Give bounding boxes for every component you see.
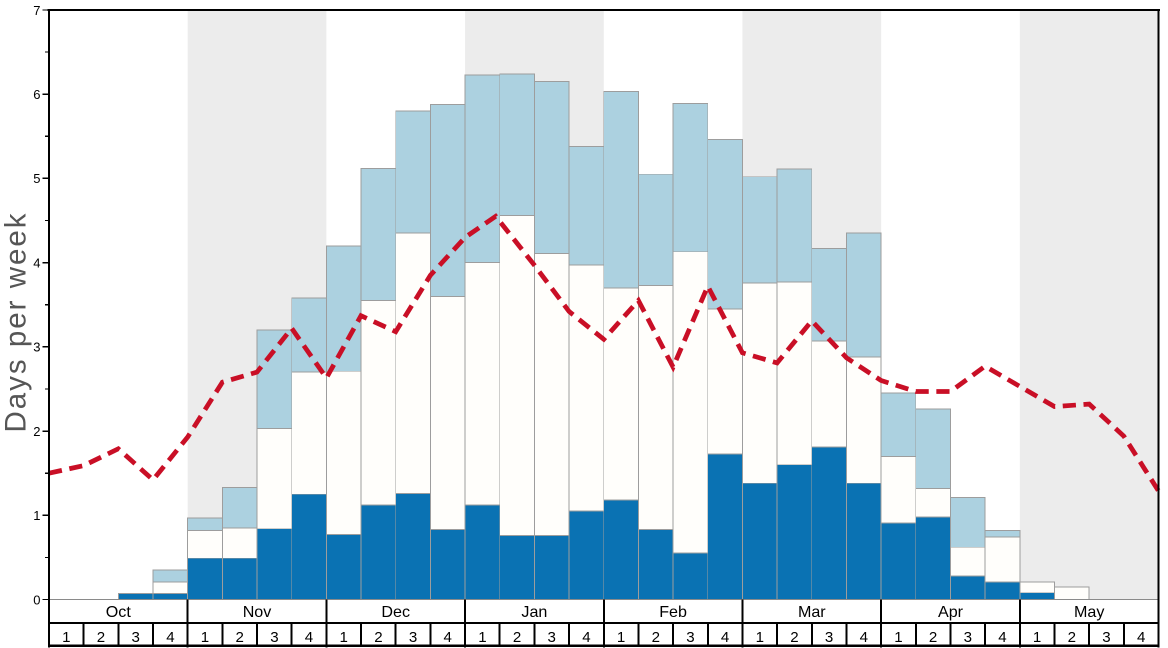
svg-text:2: 2 bbox=[929, 629, 937, 646]
svg-text:3: 3 bbox=[686, 629, 694, 646]
svg-text:Feb: Feb bbox=[659, 603, 687, 621]
svg-text:4: 4 bbox=[443, 629, 451, 646]
svg-text:Nov: Nov bbox=[243, 603, 272, 621]
svg-text:3: 3 bbox=[547, 629, 555, 646]
svg-text:3: 3 bbox=[1102, 629, 1110, 646]
svg-text:1: 1 bbox=[617, 629, 625, 646]
svg-text:2: 2 bbox=[513, 629, 521, 646]
svg-text:1: 1 bbox=[339, 629, 347, 646]
svg-text:1: 1 bbox=[33, 508, 40, 523]
svg-text:4: 4 bbox=[166, 629, 174, 646]
svg-text:5: 5 bbox=[33, 171, 40, 186]
svg-text:1: 1 bbox=[756, 629, 764, 646]
svg-text:3: 3 bbox=[270, 629, 278, 646]
svg-text:Jan: Jan bbox=[521, 603, 547, 621]
svg-text:May: May bbox=[1074, 603, 1105, 621]
svg-text:2: 2 bbox=[97, 629, 105, 646]
svg-text:4: 4 bbox=[860, 629, 868, 646]
svg-text:2: 2 bbox=[374, 629, 382, 646]
svg-text:2: 2 bbox=[33, 424, 40, 439]
svg-text:2: 2 bbox=[235, 629, 243, 646]
svg-text:3: 3 bbox=[825, 629, 833, 646]
svg-text:2: 2 bbox=[1068, 629, 1076, 646]
svg-text:2: 2 bbox=[790, 629, 798, 646]
svg-text:Dec: Dec bbox=[381, 603, 410, 621]
svg-text:Apr: Apr bbox=[938, 603, 964, 621]
svg-text:1: 1 bbox=[894, 629, 902, 646]
svg-text:3: 3 bbox=[131, 629, 139, 646]
svg-text:3: 3 bbox=[33, 340, 40, 355]
svg-text:7: 7 bbox=[33, 3, 40, 18]
svg-text:3: 3 bbox=[409, 629, 417, 646]
svg-text:4: 4 bbox=[1137, 629, 1145, 646]
svg-text:6: 6 bbox=[33, 87, 40, 102]
svg-text:Oct: Oct bbox=[106, 603, 132, 621]
svg-text:4: 4 bbox=[305, 629, 313, 646]
svg-text:4: 4 bbox=[582, 629, 590, 646]
svg-text:0: 0 bbox=[33, 592, 40, 607]
svg-text:1: 1 bbox=[478, 629, 486, 646]
svg-text:1: 1 bbox=[62, 629, 70, 646]
svg-text:4: 4 bbox=[33, 255, 40, 270]
svg-text:3: 3 bbox=[964, 629, 972, 646]
svg-text:Days per week: Days per week bbox=[0, 211, 32, 432]
svg-text:1: 1 bbox=[201, 629, 209, 646]
svg-text:4: 4 bbox=[721, 629, 729, 646]
svg-text:2: 2 bbox=[652, 629, 660, 646]
svg-text:4: 4 bbox=[998, 629, 1006, 646]
svg-text:1: 1 bbox=[1033, 629, 1041, 646]
svg-text:Mar: Mar bbox=[798, 603, 826, 621]
